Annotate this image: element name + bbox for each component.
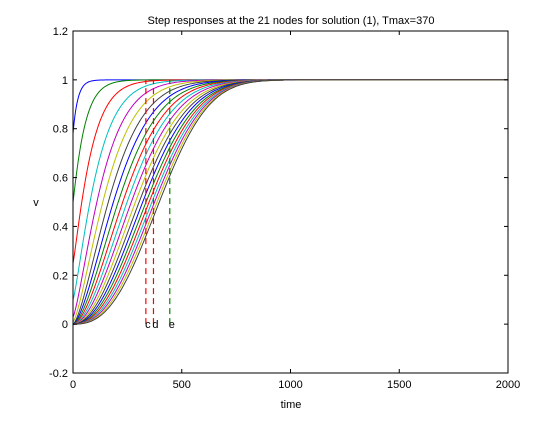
series-line-11 [73,79,508,325]
series-line-4 [72,79,508,300]
series-line-6 [72,79,508,323]
series-line-18 [73,79,508,325]
chart-title: Step responses at the 21 nodes for solut… [148,15,435,27]
x-tick-label: 1000 [278,379,302,391]
series-line-16 [73,79,508,325]
y-tick-label: 0.8 [53,124,68,136]
series-line-1 [72,79,508,134]
series-line-14 [73,79,508,325]
x-tick-label: 0 [70,379,76,391]
y-tick-label: 0.6 [53,173,68,185]
y-axis-label: v [33,197,39,209]
y-tick-label: 0.4 [53,221,68,233]
series-line-21 [73,79,508,325]
y-tick-label: 1 [62,75,68,87]
x-tick-label: 2000 [496,379,520,391]
y-tick-label: 0.2 [53,270,68,282]
series-line-9 [72,79,508,325]
x-tick-label: 1500 [387,379,411,391]
y-tick-label: -0.2 [49,368,68,380]
plot-area: c d e0 500 1000 1500 2000-0.200.20.40.60.811.2 [49,26,520,391]
series-line-15 [73,79,508,325]
y-tick-label: 0 [62,319,68,331]
series-line-8 [72,79,508,325]
series-line-10 [73,79,508,325]
y-tick-label: 1.2 [53,26,68,38]
series-line-17 [73,79,508,325]
series-line-19 [73,79,508,325]
marker-label-e: e [169,319,175,331]
x-tick-label: 500 [173,379,191,391]
series-line-12 [73,79,508,325]
series-line-5 [72,79,508,318]
marker-label-d: d [152,319,158,331]
series-line-13 [73,79,508,325]
series-line-7 [72,79,508,325]
x-axis-label: time [281,399,302,411]
marker-label-c: c [145,319,151,331]
series-line-20 [73,79,508,325]
